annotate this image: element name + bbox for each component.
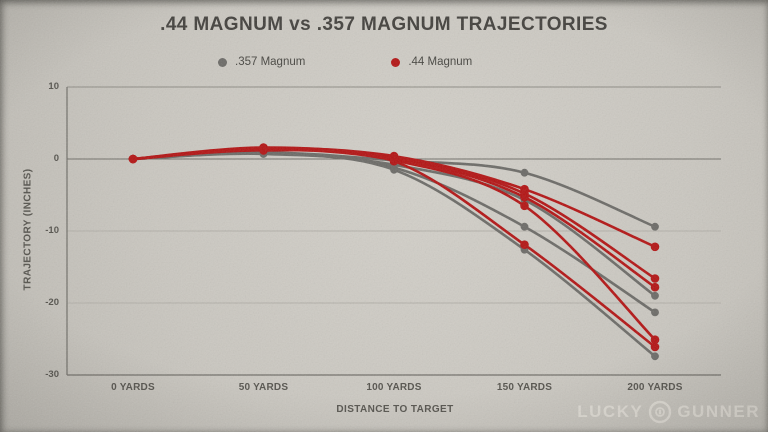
data-point — [650, 242, 660, 252]
y-axis-title: TRAJECTORY (INCHES) — [22, 168, 34, 291]
y-tick-label: -30 — [45, 369, 59, 380]
trajectory-line — [131, 148, 657, 341]
data-point — [650, 274, 660, 283]
lucky-gunner-watermark: LUCKY GUNNER — [577, 400, 760, 424]
data-point — [520, 201, 529, 211]
x-tick-label: 100 YARDS — [366, 382, 422, 393]
data-point — [389, 156, 399, 166]
lucky-gunner-bullseye-icon — [649, 400, 672, 424]
data-point — [651, 308, 659, 317]
x-axis-title: DISTANCE TO TARGET — [336, 404, 454, 415]
data-point — [520, 168, 529, 177]
x-tick-label: 0 YARDS — [111, 382, 155, 393]
y-tick-label: 10 — [48, 81, 59, 92]
data-point — [650, 282, 660, 292]
data-point — [520, 192, 529, 202]
data-point — [390, 165, 398, 174]
data-point — [651, 291, 659, 300]
data-point — [520, 222, 529, 231]
y-tick-label: -20 — [45, 297, 59, 308]
x-tick-label: 50 YARDS — [238, 382, 289, 393]
watermark-word-lucky: LUCKY — [577, 402, 644, 421]
data-point — [651, 352, 659, 361]
data-point — [520, 240, 529, 249]
trajectory-line — [131, 152, 657, 358]
x-tick-label: 200 YARDS — [627, 382, 683, 393]
trajectory-line — [131, 148, 657, 349]
y-tick-label: 0 — [53, 153, 59, 164]
x-tick-label: 150 YARDS — [496, 382, 553, 393]
watermark-word-gunner: GUNNER — [677, 402, 760, 421]
data-point — [650, 342, 660, 352]
y-tick-label: -10 — [45, 225, 59, 236]
data-point — [259, 146, 268, 155]
data-point — [128, 154, 138, 164]
data-point — [651, 222, 659, 231]
